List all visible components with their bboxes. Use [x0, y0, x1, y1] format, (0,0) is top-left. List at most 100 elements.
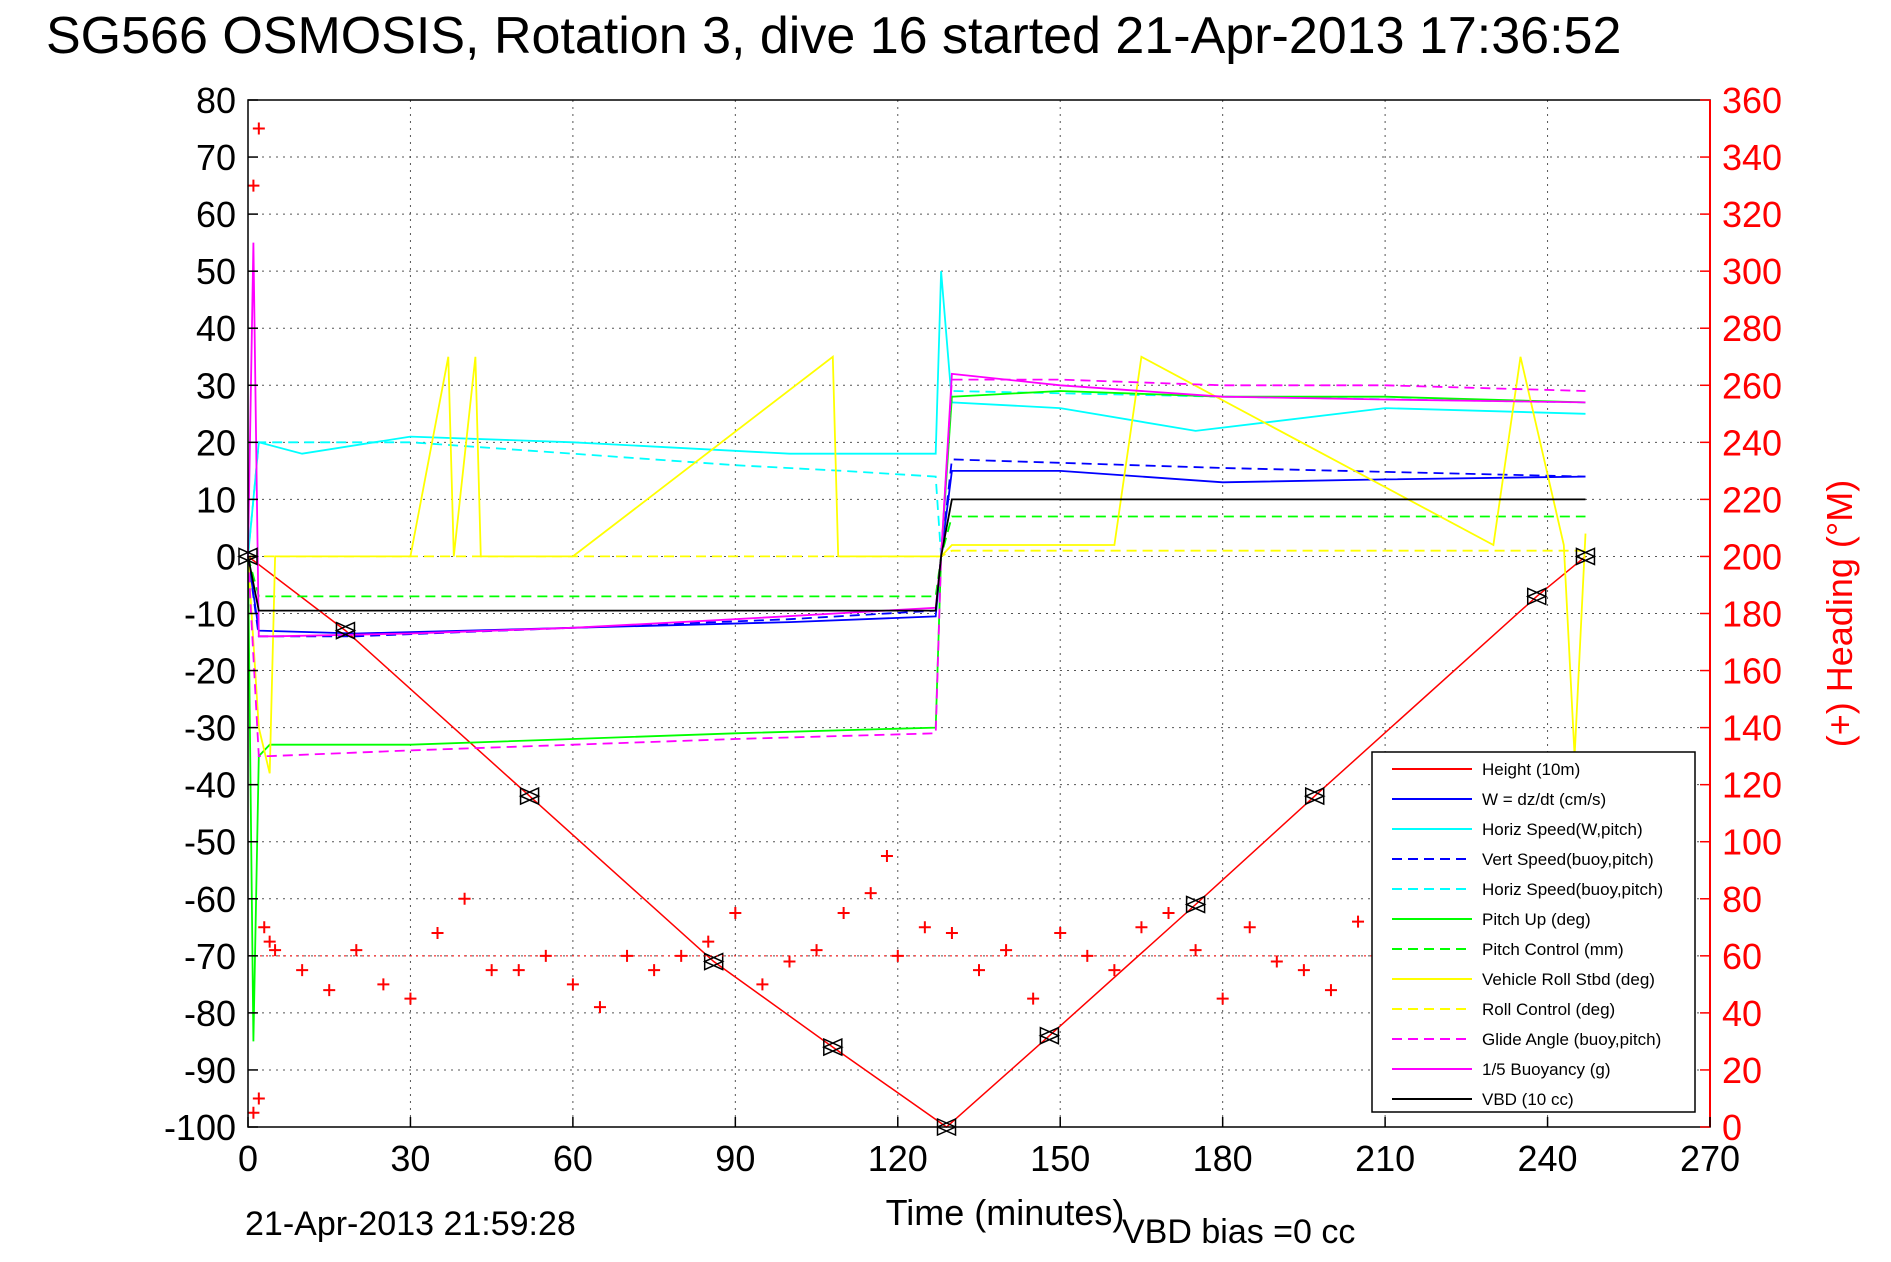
height-marker: [1038, 1026, 1061, 1045]
height-marker: [821, 1037, 844, 1057]
y2-tick-label: 260: [1722, 365, 1782, 406]
height-marker: [1574, 547, 1597, 566]
heading-marker: [458, 892, 471, 905]
legend-label: VBD (10 cc): [1482, 1090, 1574, 1109]
legend-box: [1371, 751, 1696, 1113]
heading-marker: [539, 949, 552, 962]
x-tick-label: 60: [553, 1138, 593, 1179]
y-tick-label: -100: [164, 1107, 236, 1148]
heading-marker: [1000, 944, 1013, 957]
legend-label: Roll Control (deg): [1482, 1000, 1615, 1019]
x-tick-label: 240: [1518, 1138, 1578, 1179]
legend-label: Horiz Speed(buoy,pitch): [1482, 880, 1663, 899]
heading-marker: [1135, 921, 1148, 934]
heading-marker: [377, 978, 390, 991]
legend-label: Pitch Up (deg): [1482, 910, 1591, 929]
legend-label: Vert Speed(buoy,pitch): [1482, 850, 1654, 869]
series-line: [247, 378, 1586, 757]
series-line: [247, 242, 1586, 638]
heading-marker: [783, 955, 796, 968]
y-tick-label: 20: [196, 422, 236, 463]
height-marker: [334, 621, 357, 640]
heading-marker: [1189, 944, 1202, 957]
heading-marker: [431, 927, 444, 940]
y2-tick-label: 280: [1722, 308, 1782, 349]
x-tick-label: 120: [868, 1138, 928, 1179]
vbd-bias: VBD bias =0 cc: [1122, 1213, 1356, 1251]
heading-marker: [729, 907, 742, 920]
y-tick-label: -30: [184, 708, 236, 749]
heading-marker: [350, 944, 363, 957]
y2-tick-label: 220: [1722, 479, 1782, 520]
y-tick-label: 60: [196, 194, 236, 235]
y-tick-label: 80: [196, 80, 236, 121]
y2-tick-label: 160: [1722, 651, 1782, 692]
timestamp: 21-Apr-2013 21:59:28: [245, 1205, 576, 1243]
x-tick-label: 210: [1355, 1138, 1415, 1179]
heading-marker: [252, 1092, 265, 1105]
heading-marker: [837, 907, 850, 920]
heading-marker: [1162, 907, 1175, 920]
y2-tick-label: 140: [1722, 708, 1782, 749]
legend-label: Height (10m): [1482, 760, 1580, 779]
height-marker: [702, 952, 725, 971]
x-tick-label: 150: [1030, 1138, 1090, 1179]
x-tick-label: 0: [238, 1138, 258, 1179]
series-line: [247, 498, 1586, 612]
legend-label: Horiz Speed(W,pitch): [1482, 820, 1643, 839]
y-tick-label: 70: [196, 137, 236, 178]
heading-marker: [252, 122, 265, 135]
y-tick-label: 0: [216, 536, 236, 577]
heading-marker: [1270, 955, 1283, 968]
y2-tick-label: 0: [1722, 1107, 1742, 1148]
y-tick-label: -70: [184, 936, 236, 977]
y2-tick-label: 20: [1722, 1050, 1762, 1091]
heading-marker: [1324, 984, 1337, 997]
legend-label: W = dz/dt (cm/s): [1482, 790, 1606, 809]
heading-marker: [945, 927, 958, 940]
heading-marker: [404, 992, 417, 1005]
y-tick-label: 40: [196, 308, 236, 349]
y2-tick-label: 320: [1722, 194, 1782, 235]
heading-marker: [1243, 921, 1256, 934]
y-tick-label: -80: [184, 993, 236, 1034]
legend-label: 1/5 Buoyancy (g): [1482, 1060, 1611, 1079]
legend-label: Glide Angle (buoy,pitch): [1482, 1030, 1661, 1049]
right-axis-label: (+) Heading (°M): [1819, 480, 1860, 747]
heading-marker: [1108, 964, 1121, 977]
y2-tick-label: 200: [1722, 536, 1782, 577]
heading-marker: [880, 849, 893, 862]
legend-label: Pitch Control (mm): [1482, 940, 1624, 959]
heading-marker: [973, 964, 985, 977]
x-tick-label: 270: [1680, 1138, 1740, 1179]
legend: Height (10m) W = dz/dt (cm/s) Horiz Speed(…: [1371, 751, 1696, 1113]
heading-marker: [648, 964, 661, 977]
height-marker: [518, 786, 541, 806]
heading-marker: [702, 935, 715, 948]
heading-marker: [263, 935, 276, 948]
y2-tick-label: 180: [1722, 594, 1782, 635]
heading-marker: [1297, 964, 1310, 977]
y2-tick-label: 120: [1722, 765, 1782, 806]
y2-tick-label: 300: [1722, 251, 1782, 292]
heading-marker: [485, 964, 498, 977]
bottom-axis: 0 30 60 90 120 150 180 210 240 270: [238, 1117, 1740, 1179]
x-axis-label: Time (minutes): [886, 1192, 1125, 1233]
series-line: [247, 390, 1586, 557]
x-tick-label: 90: [715, 1138, 755, 1179]
heading-marker: [258, 921, 271, 934]
x-tick-label: 180: [1193, 1138, 1253, 1179]
series-line: [247, 271, 1586, 557]
y-tick-label: 50: [196, 251, 236, 292]
heading-layer: [247, 122, 1392, 1119]
y2-tick-label: 100: [1722, 822, 1782, 863]
heading-marker: [756, 978, 769, 991]
height-marker: [1184, 895, 1207, 914]
heading-marker: [323, 984, 336, 997]
heading-marker: [1216, 992, 1229, 1005]
y2-tick-label: 340: [1722, 137, 1782, 178]
y2-tick-label: 360: [1722, 80, 1782, 121]
x-tick-label: 30: [390, 1138, 430, 1179]
left-axis: 80 70 60 50 40 30 20 10 0 -10 -20 -30 -40 -50 -60 -70 -8…: [164, 80, 258, 1148]
